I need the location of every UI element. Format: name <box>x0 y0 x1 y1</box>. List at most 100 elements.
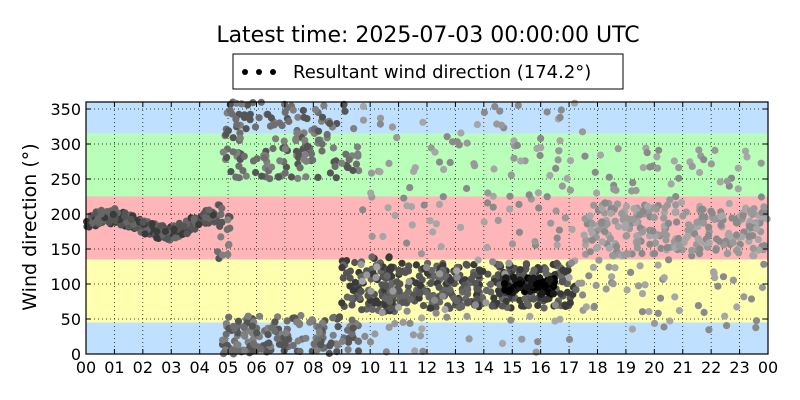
x-tick-label: 03 <box>161 358 181 377</box>
data-point <box>389 287 397 295</box>
data-point <box>714 282 722 290</box>
data-point <box>394 303 403 312</box>
data-point <box>229 148 237 156</box>
data-point <box>561 214 570 222</box>
data-point <box>242 172 250 180</box>
y-tick-label: 350 <box>50 100 81 119</box>
data-point <box>418 314 426 322</box>
data-point <box>246 110 254 118</box>
data-point <box>563 174 571 183</box>
data-point <box>244 312 252 320</box>
data-point <box>552 164 560 172</box>
data-point <box>363 271 371 279</box>
data-point <box>411 347 419 355</box>
data-point <box>705 326 713 334</box>
data-point <box>557 106 565 114</box>
data-point <box>643 149 651 157</box>
data-point <box>258 172 266 180</box>
data-point <box>234 341 242 349</box>
data-point <box>486 280 495 288</box>
data-point <box>467 275 475 283</box>
data-point <box>571 99 579 107</box>
data-point <box>218 204 226 212</box>
data-point <box>347 294 355 302</box>
data-point <box>449 138 457 146</box>
data-point <box>240 113 248 122</box>
data-point <box>385 323 393 331</box>
data-point <box>452 297 461 305</box>
data-point <box>698 205 706 213</box>
data-point <box>646 240 654 248</box>
data-point <box>754 235 763 244</box>
data-point <box>234 346 242 354</box>
data-point <box>734 185 742 193</box>
data-point <box>758 283 767 292</box>
data-point <box>734 164 742 172</box>
data-point <box>318 147 326 155</box>
data-point <box>526 312 534 320</box>
data-point <box>97 210 105 218</box>
data-point <box>238 100 246 108</box>
data-point <box>315 328 323 336</box>
data-point <box>351 278 359 287</box>
data-point <box>254 343 262 351</box>
data-point <box>641 281 649 289</box>
data-point <box>732 231 741 239</box>
data-point <box>345 156 353 164</box>
data-point <box>675 164 683 172</box>
data-point <box>660 274 668 282</box>
data-point <box>299 106 307 115</box>
data-point <box>663 244 671 252</box>
data-point <box>743 153 751 161</box>
data-point <box>462 260 470 268</box>
data-point <box>598 238 606 246</box>
data-point <box>408 221 416 229</box>
data-point <box>268 324 276 332</box>
data-point <box>252 168 260 177</box>
data-point <box>656 294 665 302</box>
data-point <box>707 207 715 215</box>
data-point <box>405 277 413 286</box>
data-point <box>588 220 597 228</box>
data-point <box>688 252 696 260</box>
data-point <box>665 256 673 264</box>
data-point <box>314 136 322 144</box>
data-point <box>534 301 542 309</box>
data-point <box>437 243 445 251</box>
data-point <box>224 250 232 258</box>
data-point <box>473 295 481 303</box>
data-point <box>523 283 531 291</box>
data-point <box>293 129 301 137</box>
data-point <box>749 244 757 252</box>
data-point <box>217 210 225 218</box>
data-point <box>602 285 610 293</box>
data-point <box>537 134 545 142</box>
data-point <box>543 108 551 116</box>
data-point <box>471 301 480 309</box>
data-point <box>694 235 702 243</box>
data-point <box>342 150 350 158</box>
data-point <box>723 250 731 258</box>
data-point <box>611 217 619 225</box>
data-point <box>338 159 346 167</box>
y-tick-label: 0 <box>71 345 81 364</box>
data-point <box>436 270 444 278</box>
data-point <box>246 116 254 124</box>
data-point <box>585 272 593 280</box>
data-point <box>672 201 680 209</box>
data-point <box>338 264 346 272</box>
data-point <box>223 153 231 161</box>
data-point <box>483 243 491 251</box>
data-point <box>264 331 272 339</box>
data-point <box>372 274 380 282</box>
y-axis: 0 50 100 150 200 250 300 350 <box>50 100 768 364</box>
data-point <box>763 215 771 223</box>
data-point <box>401 268 409 277</box>
data-point <box>457 301 466 309</box>
data-point <box>747 295 756 303</box>
data-point <box>586 248 594 256</box>
data-point <box>376 120 384 128</box>
data-point <box>281 169 289 177</box>
data-point <box>480 108 488 117</box>
data-point <box>446 158 454 167</box>
